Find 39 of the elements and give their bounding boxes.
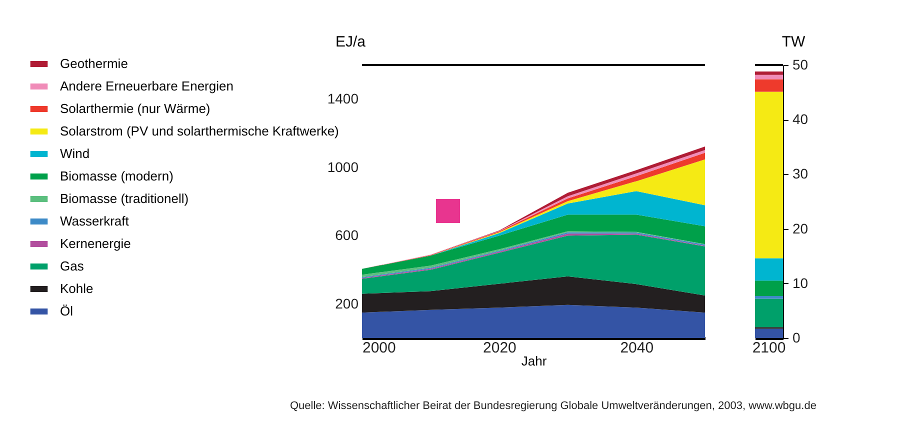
x-tick-label: 2020: [483, 340, 516, 356]
y-tick-label: 0: [792, 330, 800, 346]
bar: [755, 258, 783, 281]
bar: [755, 280, 783, 296]
legend-label: Wasserkraft: [60, 214, 130, 228]
legend-label: Gas: [60, 258, 84, 274]
x-tick-label: 2000: [362, 340, 396, 356]
y-axis-title: EJ/a: [335, 34, 366, 50]
y-tick-label: 20: [792, 220, 808, 236]
y-tick-label: 1000: [327, 158, 359, 175]
legend-label: Andere Erneuerbare Energien: [60, 78, 234, 94]
legend-label: Wind: [60, 146, 90, 161]
y-tick-label: 600: [335, 227, 359, 244]
legend-label: Öl: [60, 304, 74, 318]
bar: [755, 74, 783, 80]
x-tick-label: 2100: [752, 340, 786, 356]
legend-label: Biomasse (modern): [60, 168, 174, 184]
bar: [755, 328, 783, 338]
bar: [755, 296, 783, 299]
legend-label: Kernenergie: [60, 236, 131, 251]
x-tick-label: 2040: [620, 340, 654, 356]
y-tick-label: 1400: [327, 90, 359, 107]
y-tick-label: 30: [792, 166, 808, 182]
legend-label: Biomasse (traditionell): [60, 191, 189, 206]
bar: [755, 298, 783, 328]
legend-label: Solarthermie (nur Wärme): [60, 101, 210, 116]
y-tick-label: 10: [792, 274, 808, 291]
x-axis-title: Jahr: [521, 354, 548, 368]
bar: [755, 72, 783, 75]
legend-label: Solarstrom (PV und solarthermische Kraftwerke): [60, 124, 339, 138]
y-axis-title: TW: [782, 34, 806, 50]
y-tick-label: 40: [792, 111, 808, 128]
legend-label: Geothermie: [60, 56, 128, 71]
y-tick-label: 200: [335, 295, 359, 312]
source-note: Quelle: Wissenschaftlicher Beirat der Bundesregierung Globale Umweltveränderungen, 2003, www.wbgu.de: [290, 400, 816, 412]
bar: [755, 92, 783, 258]
y-tick-label: 50: [792, 56, 808, 72]
legend-label: Kohle: [60, 281, 94, 296]
bar: [755, 79, 783, 92]
